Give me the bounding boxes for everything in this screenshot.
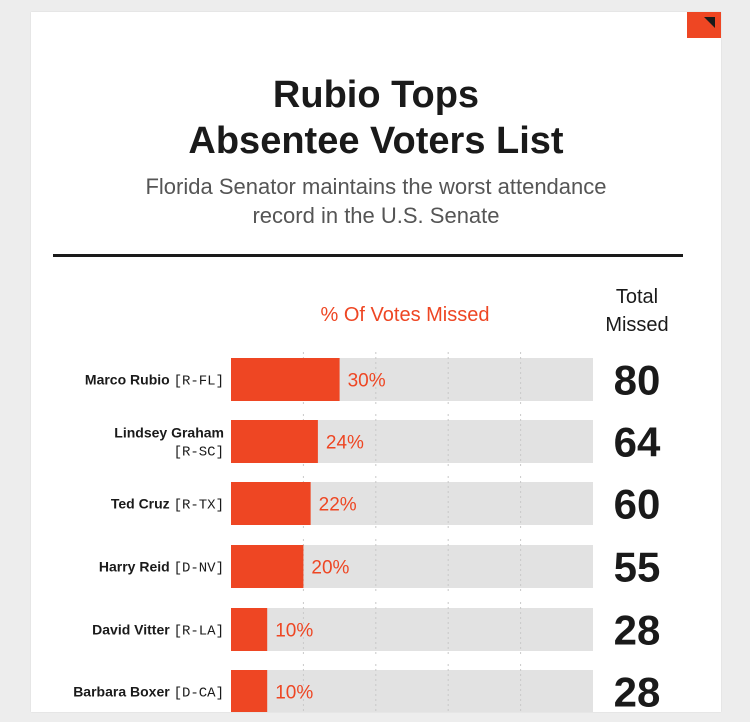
row-name: Marco Rubio [85, 372, 174, 388]
row-party: [D-NV] [174, 561, 224, 577]
bar-track [231, 608, 593, 651]
bar-label: 10% [275, 621, 313, 642]
row-label: Barbara Boxer [D-CA] [73, 684, 224, 702]
bar-track [231, 670, 593, 712]
subtitle-line-2: record in the U.S. Senate [252, 203, 500, 228]
bar-label: 20% [311, 558, 349, 579]
series-label: % Of Votes Missed [321, 304, 490, 326]
row-name: Barbara Boxer [73, 684, 173, 700]
row-name: Ted Cruz [111, 496, 174, 512]
row-party: [R-TX] [174, 498, 224, 514]
total-missed: 28 [614, 607, 661, 654]
row-label: Marco Rubio [R-FL] [85, 372, 224, 390]
chart-title: Rubio Tops Absentee Voters List [31, 72, 721, 164]
row-name: Harry Reid [99, 559, 174, 575]
total-header-line-2: Missed [605, 314, 668, 336]
bar-1 [231, 358, 340, 401]
bar-2 [231, 420, 318, 463]
bar-6 [231, 670, 268, 712]
total-missed: 55 [614, 544, 661, 591]
subtitle-line-1: Florida Senator maintains the worst atte… [145, 174, 607, 199]
row-party: [R-FL] [174, 374, 224, 390]
bar-4 [231, 545, 304, 588]
total-missed: 64 [614, 419, 661, 466]
row-label: Harry Reid [D-NV] [99, 559, 224, 577]
row-name: David Vitter [92, 622, 173, 638]
total-missed: 80 [614, 357, 661, 404]
row-name: Lindsey Graham [114, 425, 224, 441]
row-party: [D-CA] [174, 686, 224, 702]
divider-rule [53, 254, 683, 257]
bar-label: 24% [326, 433, 364, 454]
title-line-1: Rubio Tops [272, 74, 480, 116]
title-line-2: Absentee Voters List [188, 120, 564, 162]
total-missed: 60 [614, 481, 661, 528]
bar-label: 30% [348, 371, 386, 392]
row-label: Ted Cruz [R-TX] [111, 496, 224, 514]
corner-tag [687, 12, 721, 38]
total-header-line-1: Total [616, 286, 658, 308]
bar-label: 10% [275, 683, 313, 704]
chart-subtitle: Florida Senator maintains the worst atte… [31, 172, 721, 230]
bar-3 [231, 482, 311, 525]
infographic-card: Rubio Tops Absentee Voters List Florida … [31, 12, 721, 712]
bar-chart: % Of Votes Missed Total Missed 30% Marco Rub… [73, 286, 669, 713]
corner-arrow-icon [704, 17, 715, 28]
row-label: David Vitter [R-LA] [92, 622, 224, 640]
row-party: [R-SC] [174, 445, 224, 461]
bar-5 [231, 608, 268, 651]
total-missed: 28 [614, 669, 661, 713]
bar-label: 22% [319, 495, 357, 516]
row-party: [R-LA] [174, 624, 224, 640]
